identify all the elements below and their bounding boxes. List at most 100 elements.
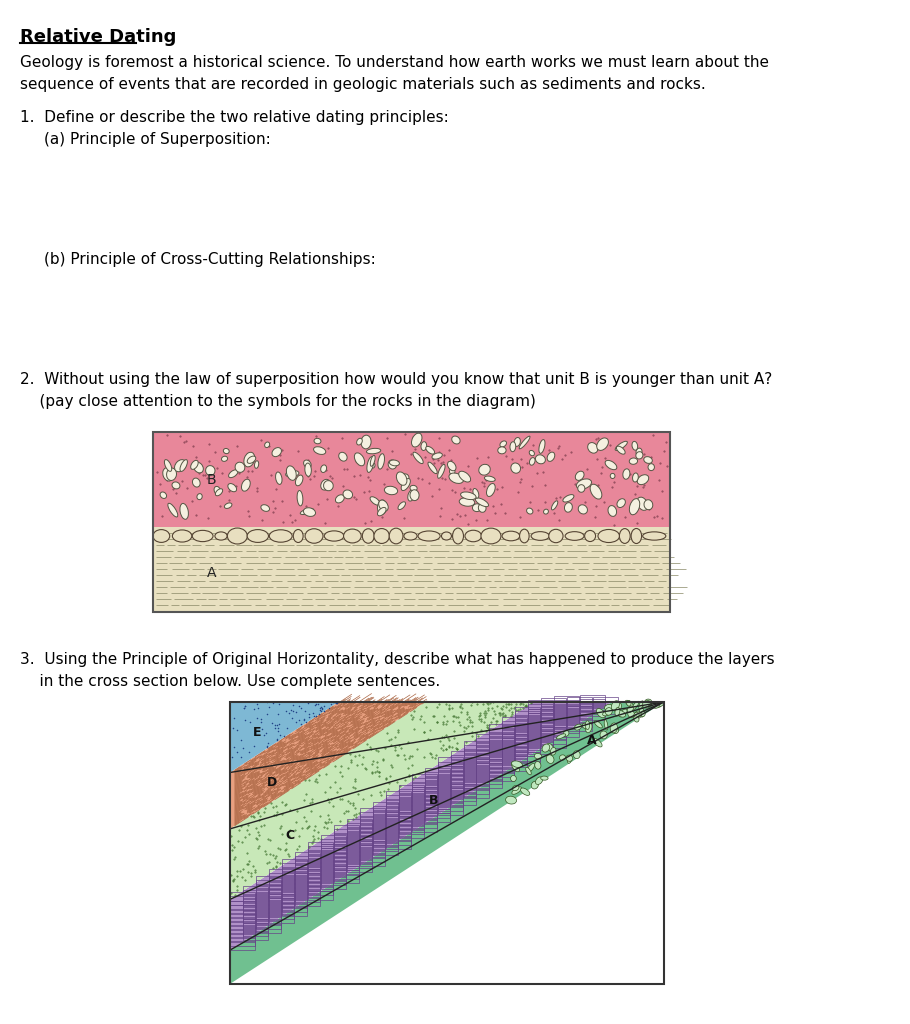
Bar xyxy=(438,781,462,791)
Ellipse shape xyxy=(511,775,516,781)
Bar xyxy=(529,733,553,742)
Bar xyxy=(515,739,541,749)
Ellipse shape xyxy=(228,483,237,492)
Ellipse shape xyxy=(303,508,316,516)
Ellipse shape xyxy=(600,731,607,739)
Bar xyxy=(490,749,514,757)
Bar xyxy=(554,724,580,733)
Bar xyxy=(268,873,294,883)
Bar xyxy=(490,768,514,777)
Bar xyxy=(268,909,294,919)
Bar xyxy=(581,712,605,720)
Bar xyxy=(268,882,294,890)
Bar xyxy=(411,819,437,828)
Bar xyxy=(477,767,501,775)
Bar xyxy=(450,771,476,780)
Ellipse shape xyxy=(566,755,572,761)
Bar xyxy=(490,772,514,781)
Bar xyxy=(386,836,410,845)
Bar xyxy=(502,741,528,751)
Ellipse shape xyxy=(379,500,389,511)
Bar xyxy=(529,709,553,718)
Ellipse shape xyxy=(643,457,652,464)
Ellipse shape xyxy=(473,488,479,498)
Ellipse shape xyxy=(617,499,625,508)
Bar xyxy=(268,898,294,906)
Bar xyxy=(477,771,501,779)
Bar xyxy=(502,733,528,742)
Bar xyxy=(477,779,501,787)
Text: (b) Principle of Cross-Cutting Relationships:: (b) Principle of Cross-Cutting Relations… xyxy=(45,252,376,267)
Bar xyxy=(282,907,307,916)
Ellipse shape xyxy=(261,505,269,511)
Ellipse shape xyxy=(573,751,581,759)
Ellipse shape xyxy=(635,711,642,719)
Bar xyxy=(411,774,437,783)
Ellipse shape xyxy=(450,469,455,474)
Ellipse shape xyxy=(535,762,541,769)
Ellipse shape xyxy=(460,492,476,500)
Bar xyxy=(308,862,333,871)
Ellipse shape xyxy=(297,490,303,506)
Ellipse shape xyxy=(541,776,548,780)
Bar xyxy=(256,884,281,893)
Bar xyxy=(463,757,489,766)
Bar xyxy=(411,803,437,812)
Bar xyxy=(230,916,255,926)
Ellipse shape xyxy=(197,494,202,500)
Ellipse shape xyxy=(320,465,327,472)
Ellipse shape xyxy=(549,529,563,543)
Ellipse shape xyxy=(172,482,180,488)
Bar xyxy=(334,834,359,842)
Ellipse shape xyxy=(300,509,314,514)
Bar xyxy=(450,779,476,788)
Bar xyxy=(425,801,450,809)
Bar xyxy=(425,780,450,790)
Bar xyxy=(541,726,566,735)
Ellipse shape xyxy=(576,479,592,489)
Text: Geology is foremost a historical science. To understand how earth works we must : Geology is foremost a historical science… xyxy=(20,55,769,91)
Ellipse shape xyxy=(367,457,374,472)
Bar xyxy=(347,863,371,872)
Ellipse shape xyxy=(441,532,451,540)
Bar xyxy=(502,745,528,755)
Ellipse shape xyxy=(248,456,256,464)
Bar xyxy=(359,812,385,821)
Bar xyxy=(554,695,580,705)
Bar xyxy=(529,700,553,710)
Ellipse shape xyxy=(221,457,228,462)
Bar xyxy=(308,891,333,899)
Bar xyxy=(515,715,541,724)
Ellipse shape xyxy=(293,529,303,543)
Ellipse shape xyxy=(531,781,539,788)
Ellipse shape xyxy=(216,488,223,496)
Ellipse shape xyxy=(214,486,221,495)
Bar xyxy=(477,751,501,760)
Bar xyxy=(256,908,281,918)
Ellipse shape xyxy=(632,528,642,544)
Bar xyxy=(502,754,528,763)
Ellipse shape xyxy=(314,446,326,455)
Bar xyxy=(399,805,424,814)
Bar xyxy=(399,821,424,830)
Bar xyxy=(554,703,580,713)
Bar xyxy=(282,883,307,892)
Bar xyxy=(450,787,476,797)
Bar xyxy=(411,795,437,804)
Bar xyxy=(347,851,371,860)
Bar xyxy=(554,716,580,725)
Bar xyxy=(359,824,385,834)
Bar xyxy=(541,702,566,711)
Bar xyxy=(425,776,450,785)
Text: A: A xyxy=(207,566,217,580)
Bar xyxy=(308,874,333,884)
Bar xyxy=(554,720,580,729)
Bar xyxy=(502,717,528,726)
Ellipse shape xyxy=(397,472,407,485)
Ellipse shape xyxy=(357,438,362,445)
Text: 2.  Without using the law of superposition how would you know that unit B is you: 2. Without using the law of superpositio… xyxy=(20,372,773,409)
Bar xyxy=(463,773,489,782)
Ellipse shape xyxy=(460,498,475,506)
Bar xyxy=(541,719,566,727)
Bar xyxy=(243,919,268,928)
